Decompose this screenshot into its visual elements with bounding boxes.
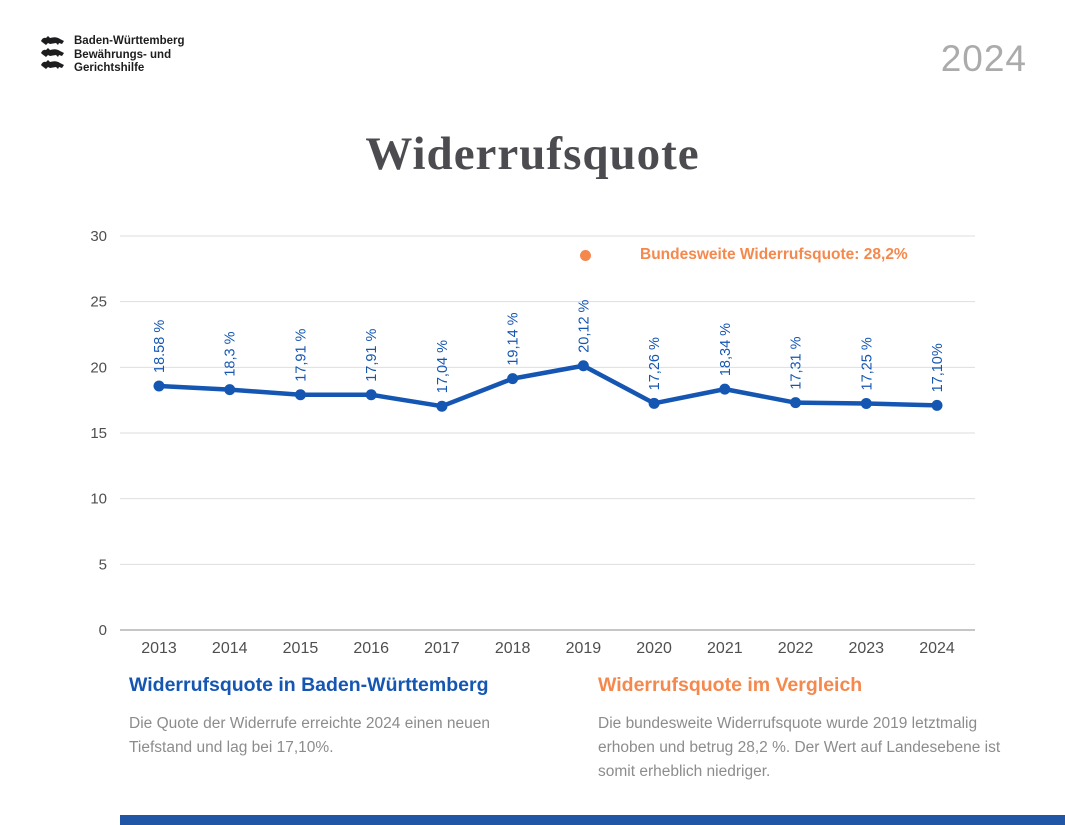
svg-text:17,31 %: 17,31 %: [789, 336, 805, 389]
legend-label: Bundesweite Widerrufsquote: 28,2%: [640, 246, 908, 263]
legend-dot-icon: [580, 250, 591, 261]
svg-text:2024: 2024: [919, 640, 955, 657]
svg-text:2015: 2015: [283, 640, 319, 657]
svg-text:0: 0: [99, 622, 107, 639]
bw-logo: Baden-Württemberg Bewährungs- und Gerich…: [40, 33, 185, 76]
logo-line-3: Gerichtshilfe: [74, 62, 145, 74]
svg-text:19,14 %: 19,14 %: [506, 312, 522, 365]
svg-text:2020: 2020: [636, 640, 672, 657]
logo-text: Baden-Württemberg Bewährungs- und Gerich…: [74, 33, 185, 76]
logo-line-2: Bewährungs- und: [74, 48, 172, 61]
footer-accent-bar: [120, 815, 1065, 825]
svg-text:17,26 %: 17,26 %: [647, 337, 663, 390]
svg-text:15: 15: [90, 425, 107, 442]
widerrufsquote-line-chart: 0 5 10 15 20 25 30 2013 2014 2015 2016 2017 2018 2019…: [90, 228, 975, 657]
logo-line-1: Baden-Württemberg: [74, 35, 185, 47]
section-left-heading: Widerrufsquote in Baden-Württemberg: [129, 674, 489, 696]
svg-text:18,3 %: 18,3 %: [223, 331, 239, 376]
svg-text:30: 30: [90, 228, 107, 245]
svg-text:17,91 %: 17,91 %: [364, 328, 380, 381]
section-vergleich: Widerrufsquote im Vergleich Die bundeswe…: [598, 673, 1010, 784]
svg-text:2013: 2013: [141, 640, 177, 657]
chart-legend: Bundesweite Widerrufsquote: 28,2%: [580, 246, 908, 264]
svg-text:2023: 2023: [848, 640, 884, 657]
svg-text:17,25 %: 17,25 %: [859, 337, 875, 390]
svg-text:17,10%: 17,10%: [930, 343, 946, 392]
section-left-body: Die Quote der Widerrufe erreichte 2024 e…: [129, 715, 491, 756]
bw-lions-icon: [41, 36, 64, 69]
svg-text:25: 25: [90, 294, 107, 311]
page-title: Widerrufsquote: [365, 128, 700, 181]
svg-text:17,91 %: 17,91 %: [293, 328, 309, 381]
svg-text:18,34 %: 18,34 %: [718, 323, 734, 376]
svg-text:18.58 %: 18.58 %: [152, 320, 168, 373]
svg-text:5: 5: [99, 556, 107, 573]
svg-text:2016: 2016: [353, 640, 389, 657]
section-baden-wuerttemberg: Widerrufsquote in Baden-Württemberg Die …: [129, 673, 541, 760]
svg-text:2021: 2021: [707, 640, 743, 657]
svg-text:2022: 2022: [778, 640, 814, 657]
svg-text:2019: 2019: [566, 640, 602, 657]
svg-text:2018: 2018: [495, 640, 531, 657]
svg-text:2017: 2017: [424, 640, 460, 657]
section-right-heading: Widerrufsquote im Vergleich: [598, 674, 863, 696]
svg-text:2014: 2014: [212, 640, 248, 657]
svg-text:17,04 %: 17,04 %: [435, 340, 451, 393]
section-right-body: Die bundesweite Widerrufsquote wurde 201…: [598, 715, 1001, 780]
svg-text:20: 20: [90, 359, 107, 376]
svg-text:10: 10: [90, 491, 107, 508]
svg-text:20,12 %: 20,12 %: [576, 299, 592, 352]
year-badge: 2024: [940, 38, 1027, 79]
